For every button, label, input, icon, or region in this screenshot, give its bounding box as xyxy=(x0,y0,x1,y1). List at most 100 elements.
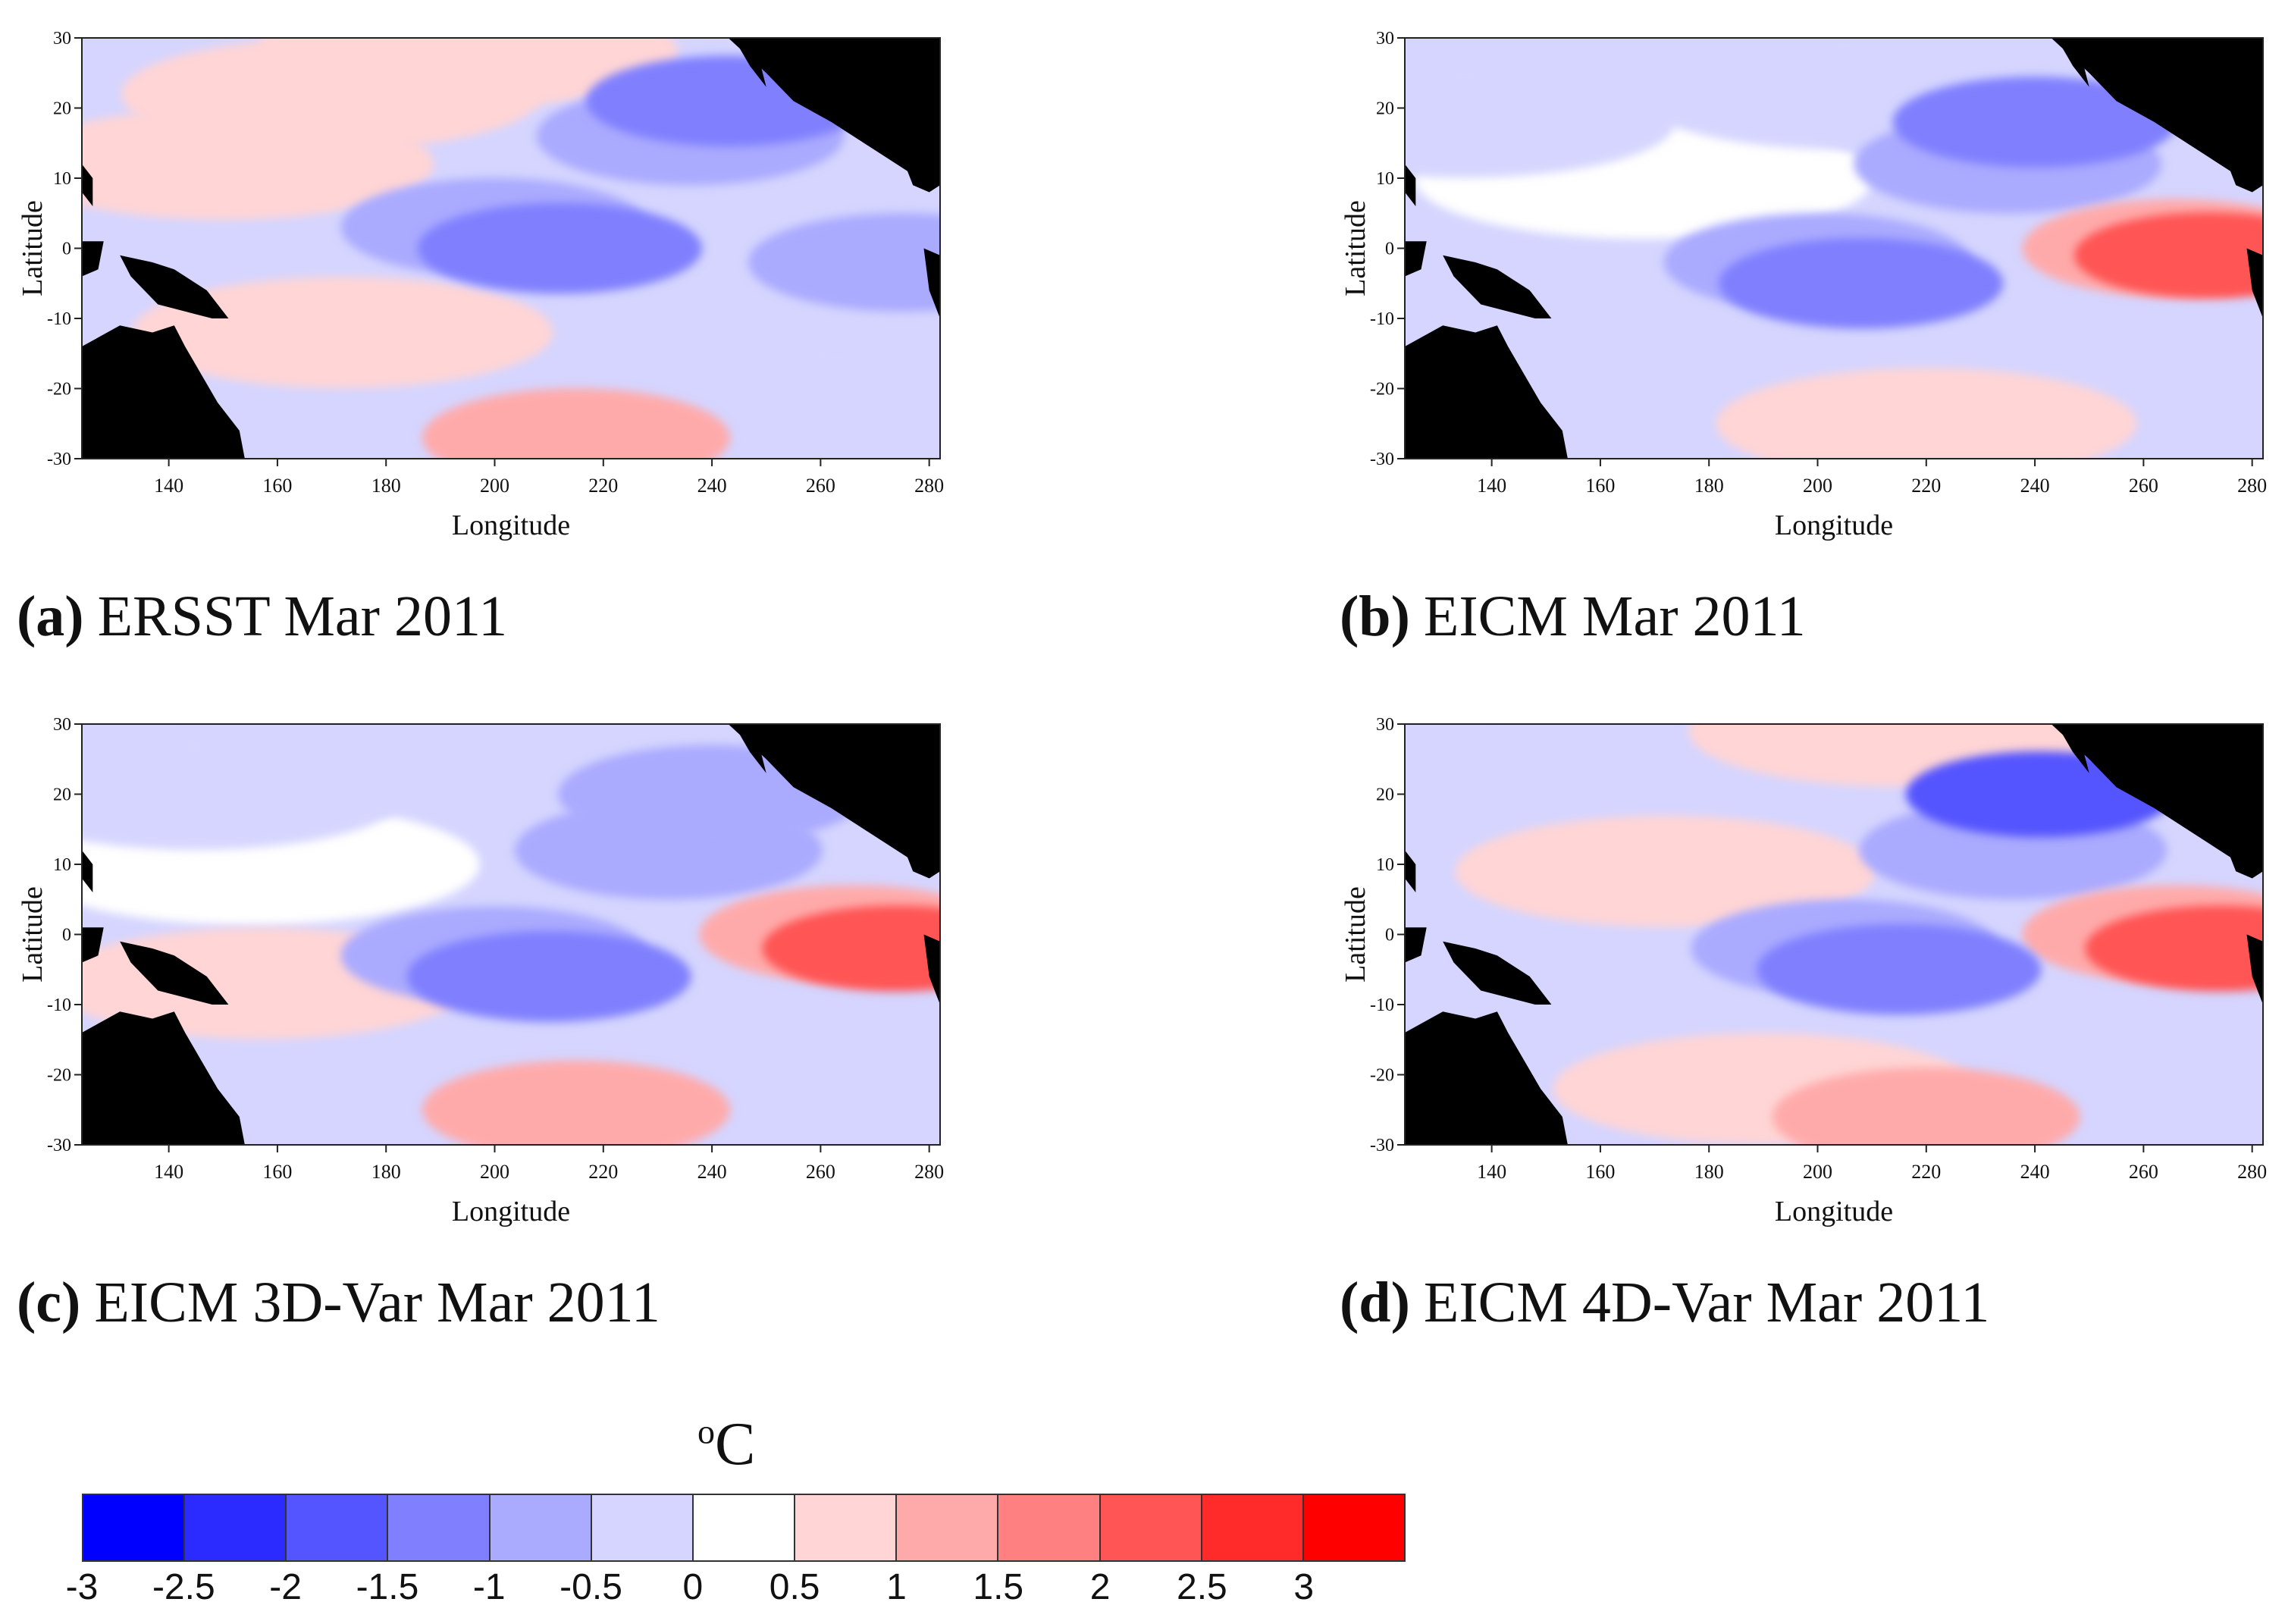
x-tick-label: 160 xyxy=(262,1161,292,1183)
new-guinea-land xyxy=(1443,941,1552,1005)
x-tick-label: 240 xyxy=(697,475,727,497)
anomaly-patch xyxy=(1405,66,1675,178)
new-guinea-land xyxy=(120,941,229,1005)
x-tick-label: 180 xyxy=(1694,475,1724,497)
colorbar-swatch xyxy=(1303,1495,1405,1560)
y-tick-label: -20 xyxy=(47,1066,71,1086)
x-tick-label: 200 xyxy=(480,1161,509,1183)
australia-land xyxy=(82,1011,245,1145)
baja-land xyxy=(2056,724,2089,773)
australia-land xyxy=(1405,325,1568,459)
colorbar-swatch xyxy=(490,1495,592,1560)
anomaly-patch xyxy=(2074,212,2263,299)
anomaly-patch xyxy=(422,388,730,459)
x-tick-label: 200 xyxy=(1803,475,1832,497)
y-tick-label: -10 xyxy=(47,309,71,329)
colorbar-legend: oC -3 -2.5 -2 -1.5 -1 -0.5 0 0.5 1 1.5 2 2.5 3 xyxy=(0,1410,1440,1624)
south-america-land xyxy=(923,248,940,318)
north-america-land xyxy=(728,724,940,879)
x-tick-label: 280 xyxy=(914,1161,944,1183)
maritime-continent-land xyxy=(82,927,104,963)
maritime-continent-land xyxy=(82,241,104,277)
map-panel-b: 140 160 180 200 220 240 260 280 -30 -20 -10 0 10 20 30… xyxy=(1340,29,2267,541)
y-tick-label: -10 xyxy=(1370,309,1394,329)
y-tick-label: 10 xyxy=(1376,169,1394,189)
x-tick-label: 200 xyxy=(1803,1161,1832,1183)
anomaly-patch xyxy=(257,38,679,108)
x-axis-label: Longitude xyxy=(452,509,570,541)
panel-b-caption: (b) EICM Mar 2011 xyxy=(1340,584,1806,650)
map-field xyxy=(82,38,940,459)
y-tick-label: -30 xyxy=(47,450,71,469)
y-tick-label: 30 xyxy=(53,715,71,735)
map-field xyxy=(1405,38,2263,459)
panel-c-title: EICM 3D-Var Mar 2011 xyxy=(94,1271,660,1334)
colorbar-tick-label: -0.5 xyxy=(559,1567,622,1607)
colorbar-ticks: -3 -2.5 -2 -1.5 -1 -0.5 0 0.5 1 1.5 2 2.5 3 xyxy=(66,1566,1406,1612)
map-field xyxy=(1405,724,2263,1145)
y-tick-label: 20 xyxy=(1376,99,1394,119)
north-america-land xyxy=(728,38,940,193)
maritime-continent-land xyxy=(1405,241,1427,277)
y-tick-label: 0 xyxy=(62,240,71,259)
colorbar-swatch xyxy=(897,1495,999,1560)
panel-a-letter: (a) xyxy=(17,585,84,648)
x-tick-label: 240 xyxy=(697,1161,727,1183)
anomaly-patch xyxy=(406,931,691,1022)
south-america-land xyxy=(2246,934,2263,1005)
new-guinea-land xyxy=(120,255,229,318)
baja-land xyxy=(733,38,766,87)
north-america-land xyxy=(2051,38,2263,193)
panel-d-letter: (d) xyxy=(1340,1271,1410,1334)
x-axis-label: Longitude xyxy=(452,1196,570,1227)
x-tick-label: 280 xyxy=(2237,1161,2267,1183)
philippines-land xyxy=(82,850,93,892)
map-field xyxy=(82,724,940,1145)
x-tick-label: 220 xyxy=(588,475,618,497)
y-axis-label: Latitude xyxy=(17,200,49,296)
colorbar-swatch xyxy=(591,1495,694,1560)
x-tick-label: 140 xyxy=(1477,1161,1506,1183)
panel-b: 140 160 180 200 220 240 260 280 -30 -20 -10 0 10 20 30… xyxy=(1323,0,2285,648)
x-tick-label: 200 xyxy=(480,475,509,497)
baja-land xyxy=(2056,38,2089,87)
colorbar-swatch xyxy=(287,1495,389,1560)
colorbar-unit: oC xyxy=(697,1410,755,1479)
y-tick-label: -30 xyxy=(1370,1136,1394,1155)
y-tick-label: 0 xyxy=(1385,926,1394,945)
north-america-land xyxy=(2051,724,2263,879)
anomaly-patch xyxy=(422,1060,730,1145)
y-tick-label: 20 xyxy=(1376,785,1394,805)
x-tick-label: 260 xyxy=(806,475,835,497)
anomaly-patch xyxy=(82,738,407,850)
y-tick-label: -20 xyxy=(1370,380,1394,400)
panel-c: 140 160 180 200 220 240 260 280 -30 -20 -10 0 10 20 30… xyxy=(0,686,1077,1334)
colorbar-tick-label: -1.5 xyxy=(356,1567,419,1607)
map-panel-a: 140 160 180 200 220 240 260 280 -30 -20 -10 0 10 20 30… xyxy=(17,29,944,541)
map-panel-c: 140 160 180 200 220 240 260 280 -30 -20 -10 0 10 20 30… xyxy=(17,715,944,1227)
x-tick-label: 260 xyxy=(2129,1161,2158,1183)
colorbar-tick-label: 0.5 xyxy=(769,1567,820,1607)
panel-b-letter: (b) xyxy=(1340,585,1410,648)
panel-c-caption: (c) EICM 3D-Var Mar 2011 xyxy=(17,1270,660,1336)
anomaly-patch xyxy=(1757,923,2042,1015)
colorbar-tick-label: -1 xyxy=(472,1567,506,1607)
x-tick-label: 160 xyxy=(262,475,292,497)
australia-land xyxy=(1405,1011,1568,1145)
x-tick-label: 160 xyxy=(1585,1161,1615,1183)
panel-d-caption: (d) EICM 4D-Var Mar 2011 xyxy=(1340,1270,1989,1336)
colorbar-tick-label: 3 xyxy=(1293,1567,1315,1607)
x-tick-label: 220 xyxy=(588,1161,618,1183)
x-axis-label: Longitude xyxy=(1775,509,1893,541)
x-tick-label: 260 xyxy=(806,1161,835,1183)
colorbar-tick-label: 1 xyxy=(886,1567,907,1607)
colorbar-swatch xyxy=(1202,1495,1304,1560)
colorbar-swatch xyxy=(1100,1495,1202,1560)
colorbar-swatch xyxy=(795,1495,898,1560)
y-tick-label: 10 xyxy=(1376,855,1394,875)
anomaly-patch xyxy=(417,202,703,294)
panel-a-caption: (a) ERSST Mar 2011 xyxy=(17,584,507,650)
colorbar-swatch xyxy=(998,1495,1101,1560)
australia-land xyxy=(82,325,245,459)
colorbar-tick-label: 2 xyxy=(1089,1567,1111,1607)
